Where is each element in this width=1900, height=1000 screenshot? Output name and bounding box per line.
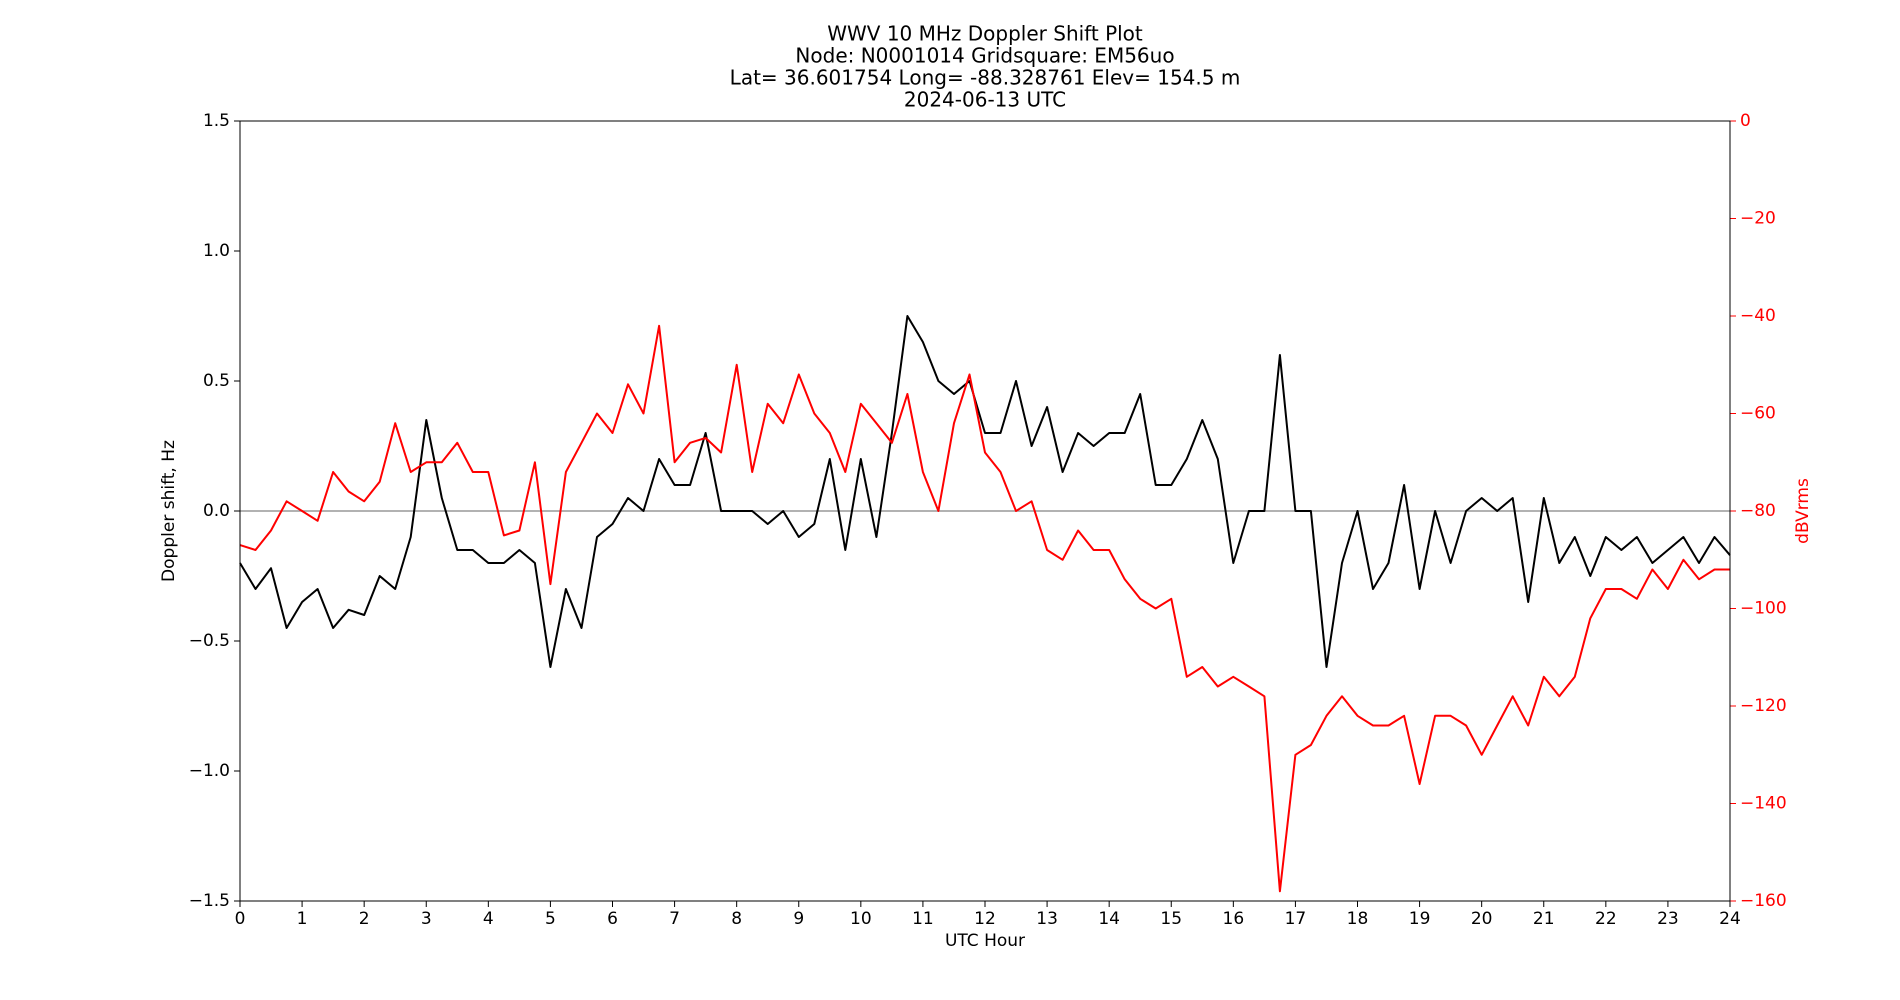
x-tick-label: 14 — [1098, 909, 1120, 929]
y-tick-label: −1.5 — [189, 891, 230, 911]
y2-tick-label: 0 — [1740, 111, 1751, 131]
y-tick-label: 1.5 — [203, 111, 230, 131]
x-tick-label: 18 — [1347, 909, 1369, 929]
x-tick-label: 24 — [1719, 909, 1741, 929]
x-tick-label: 22 — [1595, 909, 1617, 929]
chart-title: Lat= 36.601754 Long= -88.328761 Elev= 15… — [730, 66, 1241, 90]
x-tick-label: 16 — [1223, 909, 1245, 929]
data-line — [239, 315, 1731, 668]
x-tick-label: 1 — [297, 909, 308, 929]
x-tick-label: 19 — [1409, 909, 1431, 929]
y2-tick-label: −40 — [1740, 306, 1776, 326]
x-tick-label: 10 — [850, 909, 872, 929]
y-tick-label: 0.5 — [203, 371, 230, 391]
x-tick-label: 17 — [1285, 909, 1307, 929]
y2-tick-label: −80 — [1740, 501, 1776, 521]
y2-tick-label: −120 — [1740, 696, 1787, 716]
chart-title: WWV 10 MHz Doppler Shift Plot — [827, 22, 1143, 46]
x-tick-label: 9 — [793, 909, 804, 929]
y-tick-label: 1.0 — [203, 241, 230, 261]
chart-title: 2024-06-13 UTC — [904, 88, 1066, 112]
y-tick-label: −0.5 — [189, 631, 230, 651]
x-tick-label: 12 — [974, 909, 996, 929]
x-tick-label: 13 — [1036, 909, 1058, 929]
y2-tick-label: −20 — [1740, 209, 1776, 229]
x-tick-label: 0 — [235, 909, 246, 929]
y-tick-label: 0.0 — [203, 501, 230, 521]
y2-tick-label: −140 — [1740, 794, 1787, 814]
x-tick-label: 5 — [545, 909, 556, 929]
x-tick-label: 4 — [483, 909, 494, 929]
x-tick-label: 23 — [1657, 909, 1679, 929]
x-tick-label: 6 — [607, 909, 618, 929]
x-tick-label: 8 — [731, 909, 742, 929]
y2-axis-label: dBVrms — [1793, 478, 1813, 544]
y-axis-label: Doppler shift, Hz — [159, 440, 179, 582]
x-tick-label: 20 — [1471, 909, 1493, 929]
x-tick-label: 21 — [1533, 909, 1555, 929]
data-line — [239, 324, 1730, 893]
x-tick-label: 3 — [421, 909, 432, 929]
chart-title: Node: N0001014 Gridsquare: EM56uo — [795, 44, 1174, 68]
y2-tick-label: −100 — [1740, 599, 1787, 619]
y2-tick-label: −160 — [1740, 891, 1787, 911]
x-tick-label: 15 — [1160, 909, 1182, 929]
x-tick-label: 7 — [669, 909, 680, 929]
y-tick-label: −1.0 — [189, 761, 230, 781]
x-tick-label: 2 — [359, 909, 370, 929]
x-axis-label: UTC Hour — [945, 931, 1025, 951]
y2-tick-label: −60 — [1740, 404, 1776, 424]
x-tick-label: 11 — [912, 909, 934, 929]
